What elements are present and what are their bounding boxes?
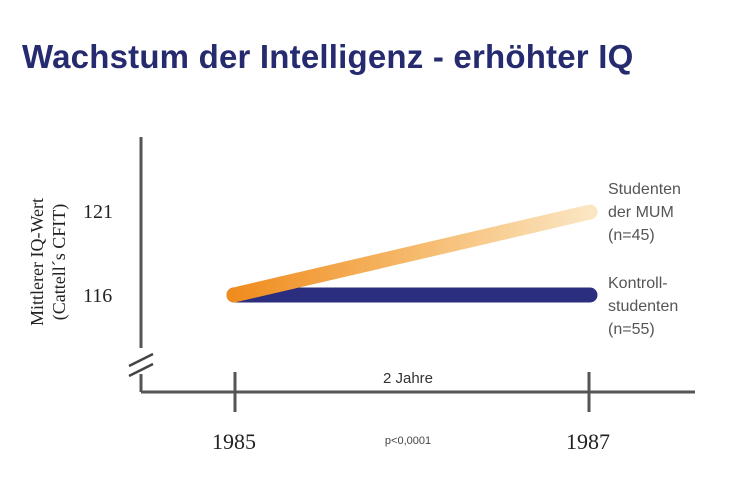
series-label-control-line-1: Kontroll- [608,275,668,292]
axis-break-icon [128,348,154,378]
y-tick-label-116: 116 [83,285,112,307]
series-line-mum [226,204,598,303]
y-tick-label-121: 121 [83,201,113,223]
series-label-mum-line-3: (n=45) [608,227,655,244]
y-axis-label-sub: (Cattell´s CFIT) [49,204,70,320]
svg-text:Kontroll- studenten: Kontroll- studenten (n=55) [608,275,683,338]
interval-label: 2 Jahre [383,370,433,387]
series-label-control: Kontroll- studenten (n=55) [608,275,683,338]
y-axis-label-line-2: (Cattell´s CFIT) [49,204,70,320]
y-axis-label-line-1: Mittlerer IQ-Wert [27,198,47,326]
x-tick-label-1987: 1987 [566,429,610,454]
series-label-control-line-3: (n=55) [608,321,655,338]
x-tick-label-1985: 1985 [212,429,256,454]
y-axis-label: Mittlerer IQ-Wert [27,198,47,326]
series-label-mum-line-1: Studenten [608,181,681,198]
significance-label: p<0,0001 [385,435,431,447]
series-label-control-line-2: studenten [608,298,678,315]
series-label-mum: Studenten der MUM (n=45) [608,181,685,244]
series-label-mum-line-2: der MUM [608,204,674,221]
page-title: Wachstum der Intelligenz - erhöhter IQ [22,38,634,75]
svg-text:Studenten der MUM: Studenten der MUM (n=45) [608,181,685,244]
